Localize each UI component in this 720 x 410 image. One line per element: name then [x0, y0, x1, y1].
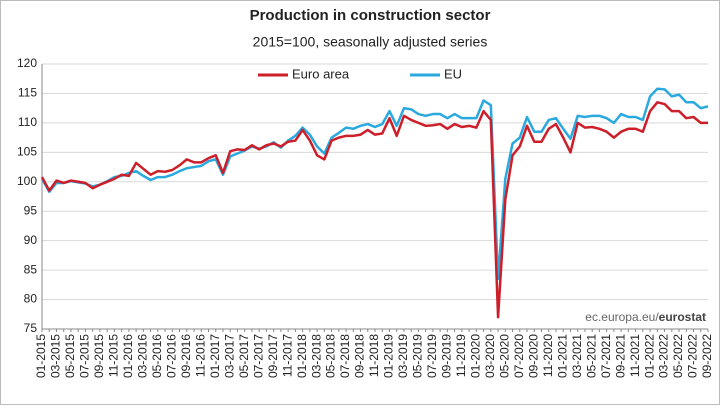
x-tick-label: 11-2019 [454, 334, 468, 377]
y-tick-label: 105 [17, 145, 37, 159]
x-tick-label: 07-2020 [512, 334, 526, 378]
x-tick-label: 01-2022 [642, 334, 656, 378]
source: ec.europa.eu/eurostat [585, 310, 706, 324]
x-tick-label: 05-2021 [584, 334, 598, 378]
x-tick-label: 01-2019 [382, 334, 396, 378]
y-tick-label: 95 [24, 203, 38, 217]
x-tick-label: 05-2017 [237, 334, 251, 378]
y-tick-label: 100 [17, 174, 37, 188]
x-tick-label: 07-2019 [425, 334, 439, 378]
x-tick-label: 09-2019 [440, 334, 454, 378]
x-tick-label: 01-2018 [295, 334, 309, 378]
x-tick-label: 09-2020 [526, 334, 540, 378]
y-tick-label: 80 [24, 292, 38, 306]
x-tick-label: 09-2022 [700, 334, 714, 378]
series-line [40, 101, 708, 319]
x-tick-label: 05-2019 [411, 334, 425, 378]
source-brand: eurostat [659, 310, 706, 324]
x-tick-label: 05-2022 [671, 334, 685, 378]
x-tick-label: 11-2021 [628, 334, 642, 377]
x-tick-label: 03-2015 [49, 334, 63, 378]
x-tick-label: 07-2016 [164, 334, 178, 378]
x-tick-label: 01-2020 [469, 334, 483, 378]
x-tick-label: 03-2018 [309, 334, 323, 378]
x-tick-label: 03-2022 [657, 334, 671, 378]
x-tick-label: 09-2016 [179, 334, 193, 378]
x-tick-label: 07-2018 [338, 334, 352, 378]
x-tick-label: 11-2018 [367, 334, 381, 377]
y-tick-label: 110 [18, 115, 37, 129]
x-tick-label: 11-2017 [280, 334, 294, 377]
x-tick-label: 05-2016 [150, 334, 164, 378]
x-tick-label: 01-2021 [555, 334, 569, 378]
x-tick-label: 11-2020 [541, 334, 555, 377]
x-tick-label: 03-2020 [483, 334, 497, 378]
series-line [40, 87, 709, 281]
y-tick-label: 75 [24, 321, 38, 335]
x-tick-label: 05-2020 [497, 334, 511, 378]
chart-title: Production in construction sector [250, 7, 491, 24]
x-tick-label: 03-2016 [136, 334, 150, 378]
x-tick-label: 09-2018 [353, 334, 367, 378]
y-tick-label: 120 [17, 56, 37, 70]
x-tick-label: 09-2015 [92, 334, 106, 378]
source-site: ec.europa.eu/ [585, 310, 659, 324]
x-tick-label: 09-2021 [613, 334, 627, 378]
x-tick-label: 07-2022 [686, 334, 700, 378]
legend-label: EU [444, 66, 462, 81]
x-tick-label: 01-2016 [121, 334, 135, 378]
x-tick-label: 03-2021 [570, 334, 584, 378]
x-tick-label: 11-2015 [107, 334, 121, 377]
x-tick-label: 11-2016 [193, 334, 207, 377]
x-tick-label: 05-2015 [63, 334, 77, 378]
x-tick-label: 01-2017 [208, 334, 222, 378]
x-tick-label: 05-2018 [324, 334, 338, 378]
x-tick-label: 01-2015 [34, 334, 48, 378]
x-tick-label: 03-2019 [396, 334, 410, 378]
y-tick-label: 90 [24, 233, 38, 247]
y-tick-label: 115 [18, 86, 37, 100]
x-tick-label: 07-2017 [251, 334, 265, 378]
x-tick-label: 09-2017 [266, 334, 280, 378]
legend-label: Euro area [292, 66, 350, 81]
y-tick-label: 85 [24, 262, 38, 276]
x-tick-label: 07-2021 [599, 334, 613, 378]
x-tick-label: 03-2017 [222, 334, 236, 378]
x-tick-label: 07-2015 [78, 334, 92, 378]
chart-subtitle: 2015=100, seasonally adjusted series [253, 34, 488, 50]
